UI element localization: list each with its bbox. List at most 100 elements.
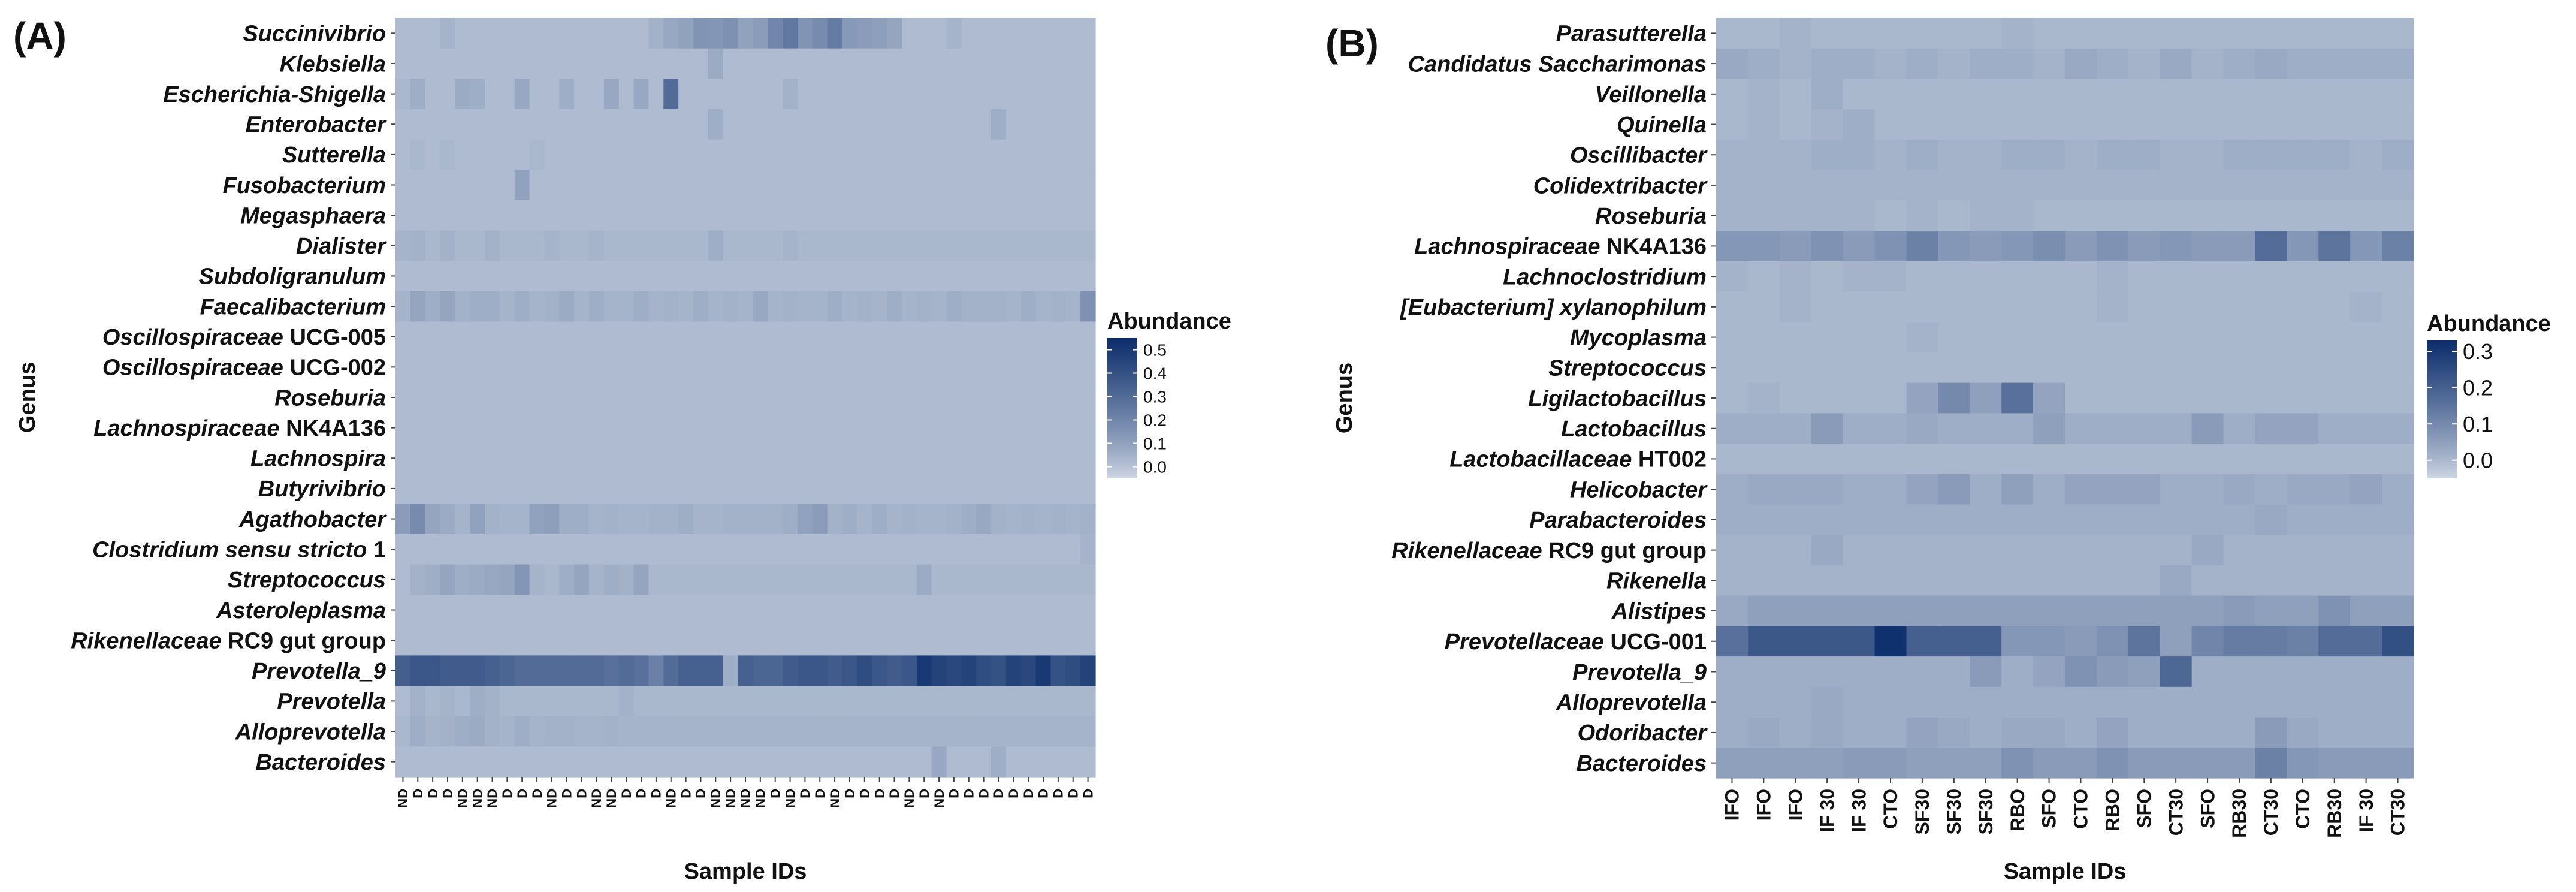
- panel-b-cell-prevotellaceae-ucg-001-6: [1906, 626, 1938, 657]
- panel-b-cell-parabacteroides-10: [2033, 504, 2065, 535]
- panel-a-col-label-18: ND: [663, 789, 678, 808]
- panel-a-cell-escherichia-shigella-29: [827, 79, 843, 110]
- panel-a-cell-subdoligranulum-25: [768, 261, 783, 292]
- panel-a-cell-lachnospira-27: [797, 442, 813, 474]
- panel-a-cell-clostridium-sensu-stricto-1-32: [872, 534, 887, 565]
- panel-a-row-label-faecalibacterium: Faecalibacterium: [200, 294, 386, 320]
- panel-b-cell-rikenellaceae-rc9-gut-group-5: [1874, 535, 1907, 566]
- panel-a-cell-prevotella-5: [470, 686, 485, 717]
- panel-a-x-axis-title: Sample IDs: [684, 859, 807, 884]
- panel-a-cell-subdoligranulum-8: [514, 261, 530, 292]
- panel-a-cell-clostridium-sensu-stricto-1-16: [633, 534, 650, 565]
- panel-a-cell-megasphaera-41: [1005, 200, 1022, 231]
- panel-b-cell-rikenellaceae-rc9-gut-group-21: [2382, 535, 2414, 566]
- panel-b-cell-alistipes-8: [1970, 595, 2002, 626]
- panel-b-cell-quinella-4: [1843, 109, 1876, 140]
- panel-b-cell-prevotella-9-1: [1747, 656, 1780, 688]
- panel-b-col-label-2: IFO: [1784, 789, 1806, 821]
- panel-b-cell-alloprevotella-1: [1747, 686, 1780, 718]
- panel-b-cell-rikenellaceae-rc9-gut-group-16: [2223, 535, 2256, 566]
- panel-b-cell-alloprevotella-6: [1906, 686, 1938, 718]
- panel-b-cell-colidextribacter-11: [2065, 170, 2097, 201]
- panel-a-cell-subdoligranulum-39: [976, 261, 992, 292]
- panel-a-cell-fusobacterium-14: [603, 170, 620, 201]
- panel-a-cell-rikenellaceae-rc9-gut-group-15: [618, 625, 635, 656]
- panel-a-cell-sutterella-3: [440, 139, 455, 170]
- panel-a-col-label-39: D: [976, 789, 991, 798]
- panel-b-cell-streptococcus-1: [1747, 352, 1780, 384]
- panel-b-cell-odoribacter-21: [2382, 717, 2414, 748]
- panel-a-cell-butyrivibrio-43: [1035, 473, 1052, 504]
- panel-b-cell-colidextribacter-8: [1970, 170, 2002, 201]
- panel-a-cell-alloprevotella-36: [931, 716, 947, 747]
- panel-a-cell-clostridium-sensu-stricto-1-7: [499, 534, 515, 565]
- panel-a-cell-enterobacter-13: [589, 109, 605, 140]
- panel-a-cell-succinivibrio-35: [916, 18, 932, 49]
- panel-a-cell-butyrivibrio-28: [812, 473, 828, 504]
- panel-b-cell-alistipes-5: [1874, 595, 1907, 626]
- panel-b-cell-prevotella-9-3: [1811, 656, 1844, 688]
- panel-a-cell-clostridium-sensu-stricto-1-15: [618, 534, 635, 565]
- panel-b-cell-lachnospiraceae-nk4a136-20: [2350, 231, 2382, 262]
- panel-a-cell-alloprevotella-45: [1065, 716, 1081, 747]
- panel-a-cell-enterobacter-11: [559, 109, 575, 140]
- panel-a-cell-megasphaera-20: [693, 200, 709, 231]
- panel-a-cell-lachnospira-38: [961, 442, 977, 474]
- panel-b-cell-oscillibacter-10: [2033, 139, 2065, 171]
- panel-a-cell-enterobacter-34: [901, 109, 917, 140]
- panel-a-cell-lachnospiraceae-nk4a136-44: [1050, 412, 1066, 444]
- panel-a-cell-agathobacter-23: [738, 504, 754, 535]
- panel-b-cell-candidatus-saccharimonas-10: [2033, 48, 2065, 80]
- panel-b-cell-oscillibacter-4: [1843, 139, 1876, 171]
- panel-a-cell-dialister-10: [544, 230, 560, 261]
- panel-a-cell-oscillospiraceae-ucg-002-4: [455, 352, 470, 383]
- panel-a-cell-lachnospira-8: [514, 442, 530, 474]
- panel-a-cell-lachnospira-17: [648, 442, 664, 474]
- panel-a-col-label-15: D: [619, 789, 634, 798]
- panel-b-row-label-alistipes: Alistipes: [1611, 599, 1707, 624]
- panel-a-cell-escherichia-shigella-30: [842, 79, 857, 110]
- panel-a-cell-oscillospiraceae-ucg-005-34: [901, 321, 917, 352]
- panel-a-cell-klebsiella-45: [1065, 48, 1081, 79]
- panel-b-cell-candidatus-saccharimonas-3: [1811, 48, 1844, 80]
- panel-b-cell-roseburia-13: [2128, 200, 2161, 231]
- panel-a-cell-enterobacter-2: [425, 109, 441, 140]
- panel-b-cell-helicobacter-14: [2160, 474, 2193, 505]
- panel-a-cell-streptococcus-42: [1020, 564, 1037, 595]
- panel-a-cell-prevotella-9-11: [559, 655, 575, 686]
- panel-a-cell-streptococcus-23: [738, 564, 754, 595]
- panel-a-cell-enterobacter-24: [753, 109, 768, 140]
- panel-a-cell-butyrivibrio-26: [783, 473, 798, 504]
- panel-b-cell-parasutterella-19: [2318, 18, 2351, 49]
- panel-b-cell-lactobacillus-6: [1906, 413, 1938, 444]
- panel-a-cell-clostridium-sensu-stricto-1-21: [708, 534, 724, 565]
- panel-a-cell-butyrivibrio-41: [1005, 473, 1022, 504]
- panel-a-cell-fusobacterium-44: [1050, 170, 1066, 201]
- panel-a-cell-streptococcus-34: [901, 564, 917, 595]
- panel-a-cell-prevotella-9-0: [395, 655, 411, 686]
- panel-a-cell-prevotella-9-37: [946, 655, 962, 686]
- panel-a-cell-faecalibacterium-18: [663, 291, 679, 322]
- panel-a-cell-rikenellaceae-rc9-gut-group-12: [574, 625, 590, 656]
- panel-b-cell-helicobacter-6: [1906, 474, 1938, 505]
- panel-a-cell-faecalibacterium-5: [470, 291, 485, 322]
- panel-a-cell-oscillospiraceae-ucg-005-5: [470, 321, 485, 352]
- panel-b-cell-alloprevotella-11: [2065, 686, 2097, 718]
- panel-a-cell-dialister-34: [901, 230, 917, 261]
- panel-a-cell-asteroleplasma-38: [961, 595, 977, 626]
- panel-a-cell-streptococcus-24: [753, 564, 768, 595]
- panel-b-cell-eubacterium-xylanophilum-9: [2001, 291, 2034, 323]
- panel-a-col-label-10: ND: [545, 789, 560, 808]
- panel-a-cell-sutterella-38: [961, 139, 977, 170]
- panel-a-cell-succinivibrio-31: [857, 18, 872, 49]
- panel-a-row-label-enterobacter: Enterobacter: [246, 113, 388, 138]
- panel-a-cell-butyrivibrio-13: [589, 473, 605, 504]
- panel-a-cell-fusobacterium-12: [574, 170, 590, 201]
- panel-a-cell-asteroleplasma-26: [783, 595, 798, 626]
- panel-a-cell-escherichia-shigella-21: [708, 79, 724, 110]
- panel-b-cell-alloprevotella-21: [2382, 686, 2414, 718]
- panel-a-cell-fusobacterium-18: [663, 170, 679, 201]
- panel-a-cell-faecalibacterium-20: [693, 291, 709, 322]
- panel-a-col-label-44: D: [1051, 789, 1066, 798]
- panel-a-cell-butyrivibrio-17: [648, 473, 664, 504]
